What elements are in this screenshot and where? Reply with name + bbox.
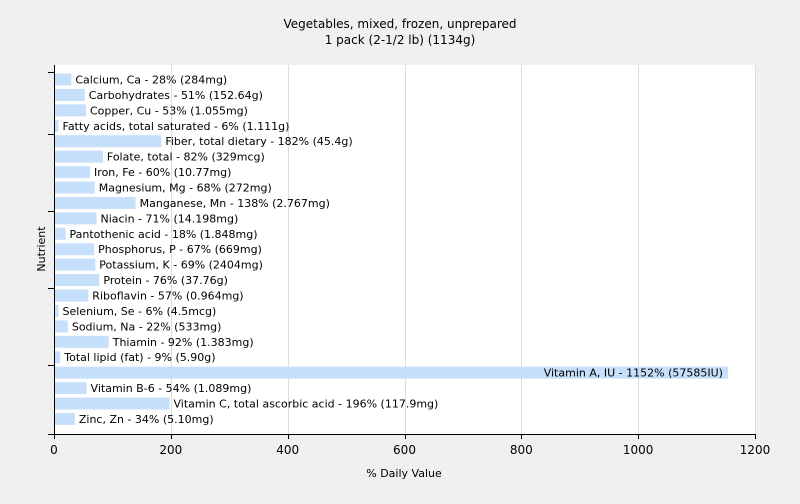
bar xyxy=(55,304,59,317)
bar xyxy=(55,366,728,379)
data-label: Vitamin A, IU - 1152% (57585IU) xyxy=(544,367,723,380)
bar xyxy=(55,289,89,302)
bar xyxy=(55,73,72,86)
x-tick-label: 200 xyxy=(159,443,182,457)
bar xyxy=(55,351,61,364)
data-label: Thiamin - 92% (1.383mg) xyxy=(112,336,254,349)
bar xyxy=(55,397,170,410)
data-label: Total lipid (fat) - 9% (5.90g) xyxy=(63,351,215,364)
bar xyxy=(55,135,162,148)
data-label: Riboflavin - 57% (0.964mg) xyxy=(92,290,243,303)
bar xyxy=(55,212,97,225)
data-label: Fiber, total dietary - 182% (45.4g) xyxy=(165,135,352,148)
bar xyxy=(55,243,95,256)
bar xyxy=(55,258,96,271)
grid-layer xyxy=(171,65,756,434)
bar xyxy=(55,104,86,117)
bar-layer: Calcium, Ca - 28% (284mg) Carbohydrates -… xyxy=(55,73,728,426)
bar xyxy=(55,382,87,395)
bar xyxy=(55,150,103,163)
x-tick-label: 400 xyxy=(276,443,299,457)
data-label: Manganese, Mn - 138% (2.767mg) xyxy=(140,197,330,210)
y-axis-label: Nutrient xyxy=(35,226,48,272)
bar xyxy=(55,227,66,240)
axis-layer: 0 200 400 600 800 1000 1200 xyxy=(48,65,770,457)
x-axis-label: % Daily Value xyxy=(366,467,442,480)
chart-title: Vegetables, mixed, frozen, unprepared xyxy=(284,17,517,31)
data-label: Fatty acids, total saturated - 6% (1.111… xyxy=(63,120,290,133)
data-label: Vitamin B-6 - 54% (1.089mg) xyxy=(91,382,252,395)
data-label: Calcium, Ca - 28% (284mg) xyxy=(75,74,227,87)
bar xyxy=(55,119,59,132)
data-label: Sodium, Na - 22% (533mg) xyxy=(72,320,222,333)
data-label: Magnesium, Mg - 68% (272mg) xyxy=(99,182,272,195)
bar xyxy=(55,412,75,425)
data-label: Folate, total - 82% (329mcg) xyxy=(107,151,265,164)
data-label: Carbohydrates - 51% (152.64g) xyxy=(89,89,263,102)
bar xyxy=(55,320,68,333)
data-label: Phosphorus, P - 67% (669mg) xyxy=(98,243,262,256)
bar xyxy=(55,274,100,287)
bar xyxy=(55,88,85,101)
data-label: Zinc, Zn - 34% (5.10mg) xyxy=(79,413,214,426)
data-label: Selenium, Se - 6% (4.5mcg) xyxy=(63,305,217,318)
chart-subtitle: 1 pack (2-1/2 lb) (1134g) xyxy=(325,33,476,47)
x-tick-label: 0 xyxy=(50,443,58,457)
data-label: Copper, Cu - 53% (1.055mg) xyxy=(90,104,248,117)
bar xyxy=(55,181,95,194)
data-label: Potassium, K - 69% (2404mg) xyxy=(99,259,263,272)
data-label: Niacin - 71% (14.198mg) xyxy=(100,212,238,225)
data-label: Pantothenic acid - 18% (1.848mg) xyxy=(70,228,258,241)
data-label: Protein - 76% (37.76g) xyxy=(103,274,228,287)
data-label: Vitamin C, total ascorbic acid - 196% (1… xyxy=(174,398,439,411)
data-label: Iron, Fe - 60% (10.77mg) xyxy=(94,166,231,179)
bar xyxy=(55,335,109,348)
x-tick-label: 1200 xyxy=(740,443,771,457)
x-tick-label: 1000 xyxy=(623,443,654,457)
bar xyxy=(55,196,136,209)
bar xyxy=(55,166,91,179)
x-tick-label: 800 xyxy=(510,443,533,457)
x-tick-label: 600 xyxy=(393,443,416,457)
